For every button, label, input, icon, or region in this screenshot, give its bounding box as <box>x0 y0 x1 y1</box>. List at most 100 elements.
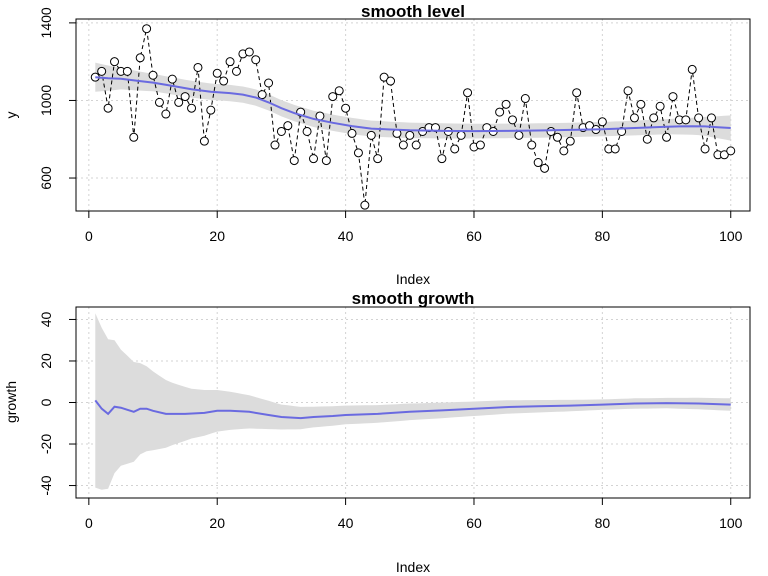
level-x-tick-label: 0 <box>85 228 93 244</box>
level-observed-point <box>251 55 261 65</box>
level-observed-point <box>302 126 312 136</box>
growth-x-tick-label: 20 <box>209 515 225 531</box>
level-observed-point <box>167 74 177 84</box>
level-observed-point <box>347 128 357 138</box>
level-observed-point <box>437 154 447 164</box>
level-observed-point <box>257 90 267 100</box>
level-x-tick-label: 40 <box>338 228 354 244</box>
level-observed-point <box>386 76 396 86</box>
level-observed-point <box>668 92 678 102</box>
level-observed-point <box>540 163 550 173</box>
growth-x-tick-label: 40 <box>338 515 354 531</box>
level-observed-point <box>321 156 331 166</box>
level-observed-point <box>187 103 197 113</box>
level-observed-point <box>411 140 421 150</box>
level-x-tick-label: 100 <box>719 228 743 244</box>
level-observed-point <box>276 126 286 136</box>
level-observed-point <box>341 103 351 113</box>
level-observed-point <box>142 24 152 34</box>
level-chart-title: smooth level <box>361 2 465 21</box>
level-observed-points <box>90 24 736 210</box>
level-observed-point <box>199 136 209 146</box>
level-observed-point <box>475 140 485 150</box>
level-observed-point <box>225 57 235 67</box>
level-observed-line <box>94 28 731 206</box>
level-observed-point <box>655 101 665 111</box>
level-observed-point <box>398 140 408 150</box>
level-x-tick-label: 60 <box>466 228 482 244</box>
level-y-axis-label: y <box>3 112 19 119</box>
level-observed-point <box>353 148 363 158</box>
level-observed-point <box>559 146 569 156</box>
level-observed-point <box>289 156 299 166</box>
growth-x-tick-label: 80 <box>595 515 611 531</box>
level-observed-point <box>264 78 274 88</box>
level-observed-point <box>405 130 415 140</box>
level-observed-point <box>360 200 370 210</box>
level-observed-point <box>110 57 120 67</box>
level-observed-point <box>501 99 511 109</box>
growth-x-tick-label: 100 <box>719 515 743 531</box>
growth-y-axis: -40 -20 0 20 40 <box>38 311 77 496</box>
level-panel: 0 20 40 60 80 100 600 1000 1400 smooth level In… <box>3 2 751 287</box>
level-x-tick-label: 80 <box>595 228 611 244</box>
level-observed-point <box>642 134 652 144</box>
level-observed-point <box>681 115 691 125</box>
level-observed-point <box>687 64 697 74</box>
level-observed-point <box>154 97 164 107</box>
level-observed-point <box>636 99 646 109</box>
level-observed-point <box>148 70 158 80</box>
level-y-tick-label: 600 <box>38 166 54 190</box>
level-observed-point <box>379 72 389 82</box>
level-observed-point <box>533 158 543 168</box>
level-observed-point <box>103 103 113 113</box>
level-observed-point <box>629 113 639 123</box>
level-observed-point <box>726 146 736 156</box>
growth-y-tick-label: 20 <box>38 353 54 369</box>
level-observed-point <box>212 68 222 78</box>
level-observed-point <box>610 144 620 154</box>
level-observed-point <box>514 130 524 140</box>
level-observed-point <box>719 150 729 160</box>
level-x-axis: 0 20 40 60 80 100 <box>85 210 743 244</box>
level-y-tick-label: 1000 <box>38 85 54 116</box>
level-observed-point <box>450 144 460 154</box>
level-observed-point <box>373 154 383 164</box>
level-observed-point <box>706 113 716 123</box>
level-observed-point <box>623 86 633 96</box>
level-observed-point <box>456 130 466 140</box>
level-observed-point <box>520 94 530 104</box>
level-observed-point <box>231 66 241 76</box>
level-y-axis: 600 1000 1400 <box>38 7 77 190</box>
level-observed-point <box>97 66 107 76</box>
growth-y-tick-label: -20 <box>38 434 54 454</box>
level-observed-point <box>565 136 575 146</box>
level-x-axis-label: Index <box>396 271 430 287</box>
level-observed-point <box>129 132 139 142</box>
growth-confidence-band <box>95 313 731 490</box>
growth-panel: 0 20 40 60 80 100 -40 -20 0 20 40 smooth growth I… <box>3 289 751 575</box>
level-observed-point <box>193 62 203 72</box>
growth-x-tick-label: 0 <box>85 515 93 531</box>
level-observed-point <box>270 140 280 150</box>
growth-x-axis: 0 20 40 60 80 100 <box>85 497 743 531</box>
level-observed-point <box>597 117 607 127</box>
growth-y-tick-label: -40 <box>38 475 54 495</box>
level-observed-point <box>174 97 184 107</box>
level-observed-point <box>135 53 145 63</box>
level-observed-point <box>552 132 562 142</box>
level-observed-point <box>662 132 672 142</box>
growth-x-axis-label: Index <box>396 559 430 575</box>
level-observed-point <box>244 47 254 57</box>
level-observed-point <box>180 92 190 102</box>
level-observed-point <box>334 86 344 96</box>
level-confidence-band <box>95 62 731 141</box>
level-y-tick-label: 1400 <box>38 7 54 38</box>
growth-x-tick-label: 60 <box>466 515 482 531</box>
level-observed-point <box>649 113 659 123</box>
level-observed-point <box>283 121 293 131</box>
level-observed-point <box>546 126 556 136</box>
level-observed-point <box>206 105 216 115</box>
level-observed-point <box>572 88 582 98</box>
